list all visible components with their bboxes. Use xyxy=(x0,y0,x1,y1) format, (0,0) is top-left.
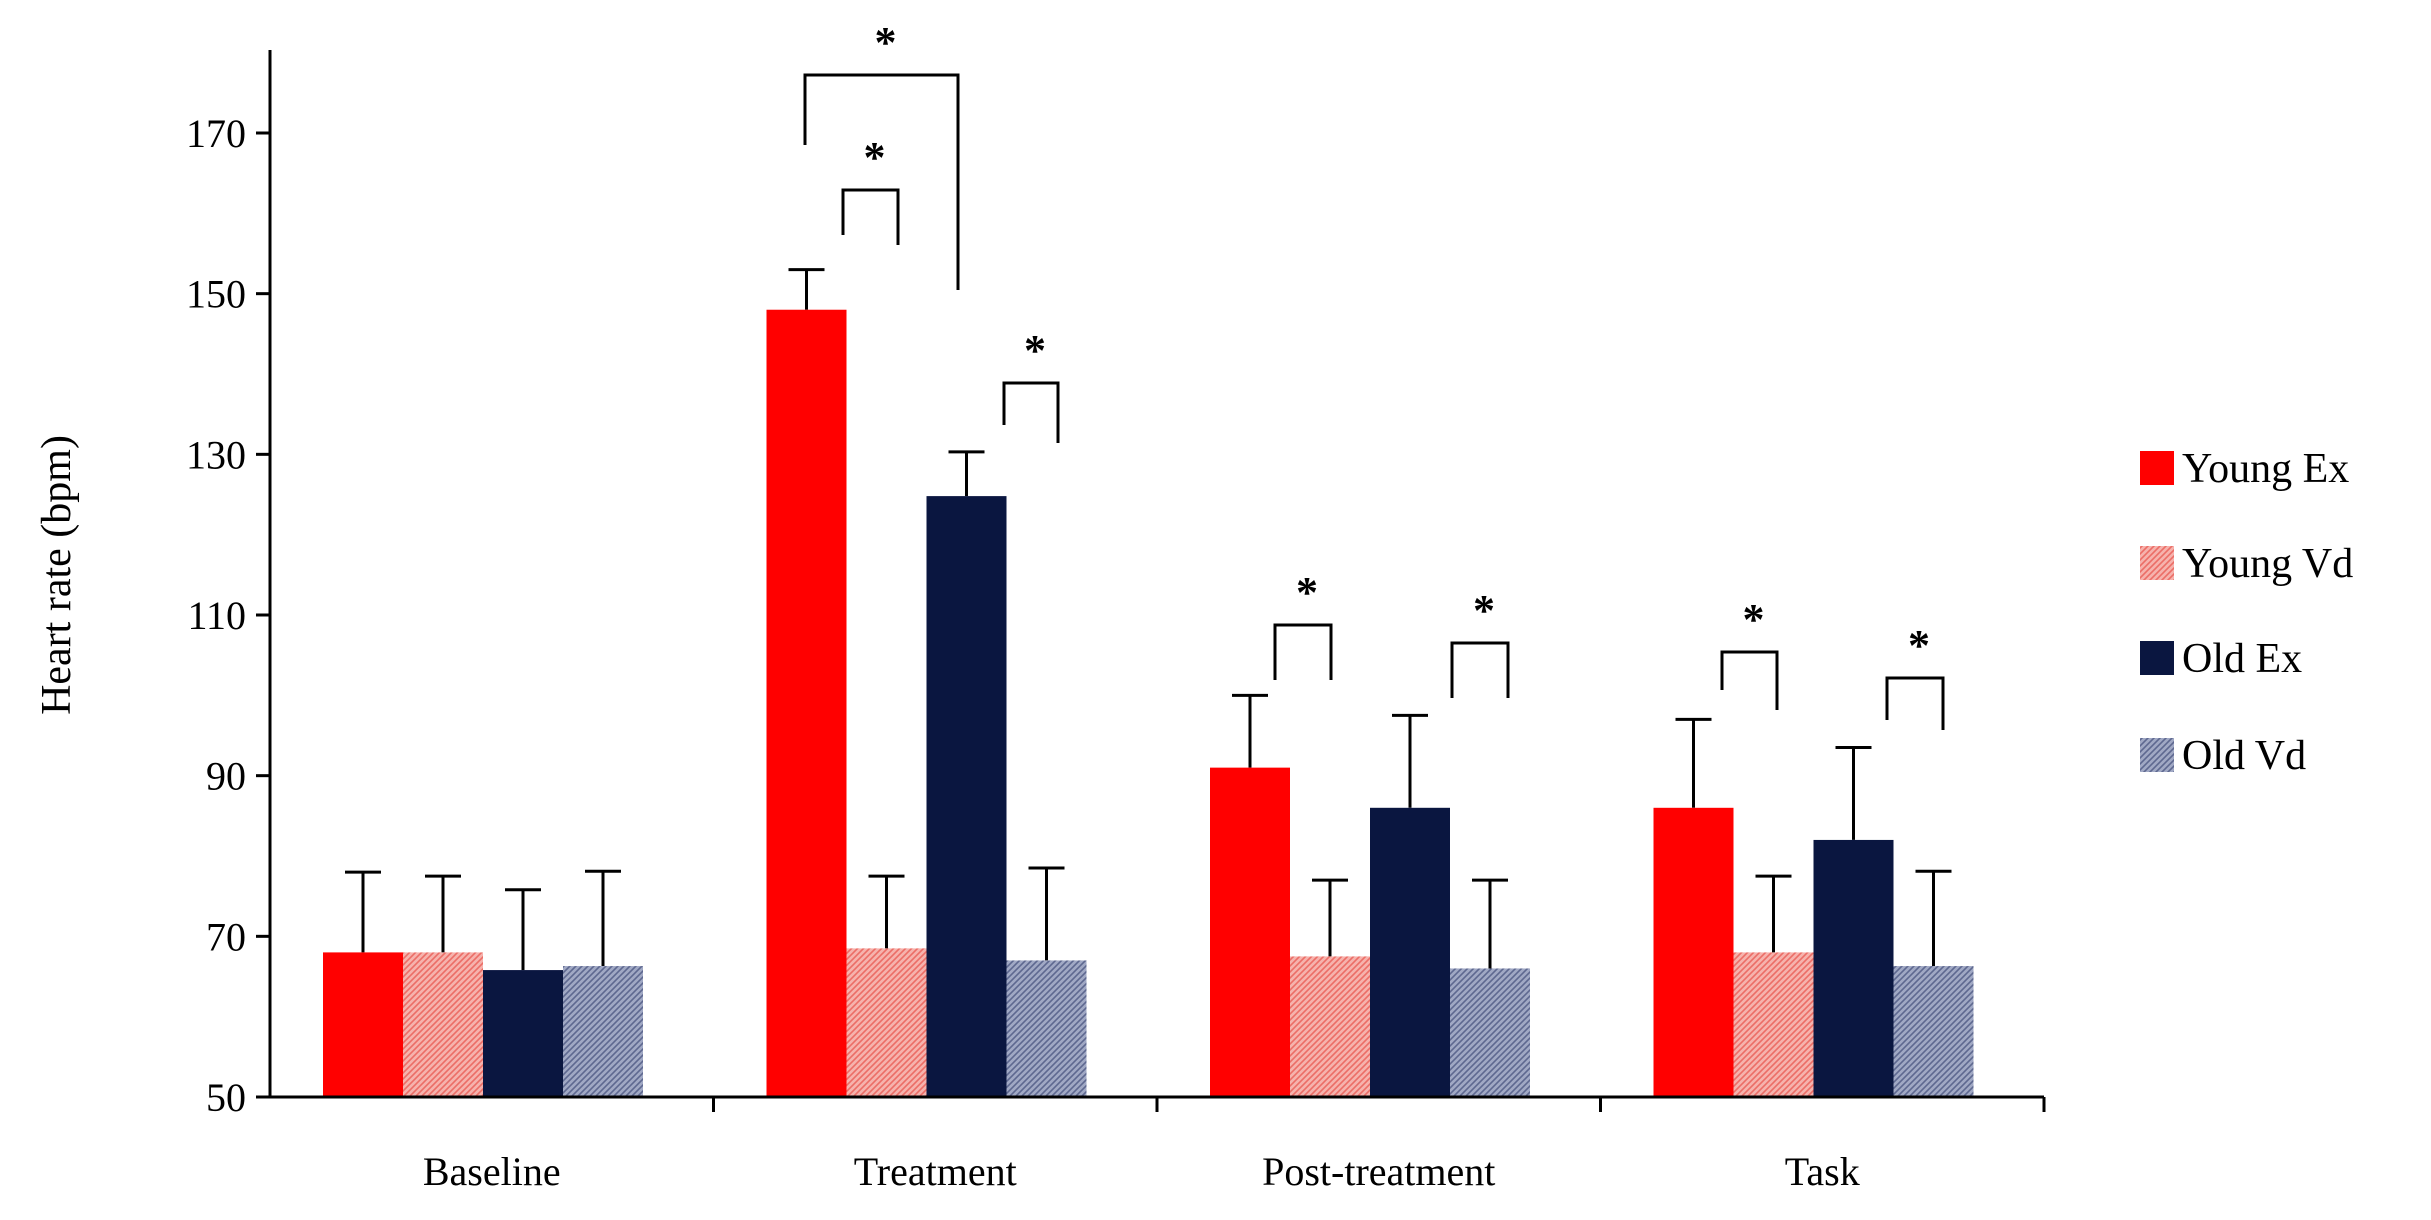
y-tick-label: 150 xyxy=(186,272,246,317)
y-tick-label: 170 xyxy=(186,111,246,156)
significance-bracket xyxy=(841,188,900,245)
legend-swatch-old-ex xyxy=(2140,641,2174,675)
bar-old-ex xyxy=(1370,807,1450,1097)
legend-label-old-ex: Old Ex xyxy=(2182,636,2302,682)
legend-label-young-vd: Young Vd xyxy=(2182,541,2353,587)
legend-label-old-vd: Old Vd xyxy=(2182,733,2306,779)
significance-star: * xyxy=(1743,595,1765,644)
x-category-label: Treatment xyxy=(854,1149,1017,1194)
bar-old-vd xyxy=(563,966,643,1097)
axes xyxy=(268,50,2044,1099)
significance-star: * xyxy=(1024,326,1046,375)
bar-young-vd xyxy=(1733,952,1814,1097)
x-axis-categories: Baseline Treatment Post-treatment Task xyxy=(423,1097,2046,1194)
significance-brackets: * * * * * * * xyxy=(803,18,1945,730)
bar-old-ex xyxy=(483,970,563,1097)
bar-old-ex xyxy=(1813,839,1894,1097)
x-category-label: Task xyxy=(1785,1149,1860,1194)
bar-young-ex xyxy=(323,952,403,1097)
significance-bracket xyxy=(1885,676,1945,730)
bar-old-vd xyxy=(1450,968,1530,1097)
y-axis-ticks: 50 70 90 110 130 150 170 xyxy=(186,111,270,1120)
legend: Young Ex Young Vd Old Ex Old Vd xyxy=(2140,446,2353,779)
error-bars xyxy=(345,268,1952,971)
bar-young-ex xyxy=(1653,807,1734,1097)
bars xyxy=(323,309,1974,1097)
y-tick-label: 110 xyxy=(187,593,246,638)
bar-young-ex xyxy=(766,309,847,1097)
bar-old-vd xyxy=(1006,960,1087,1097)
x-category-label: Baseline xyxy=(423,1149,561,1194)
y-tick-label: 90 xyxy=(206,754,246,799)
legend-label-young-ex: Young Ex xyxy=(2182,446,2349,492)
y-tick-label: 70 xyxy=(206,914,246,959)
legend-swatch-old-vd xyxy=(2140,738,2174,772)
significance-star: * xyxy=(875,18,897,67)
significance-star: * xyxy=(864,133,886,182)
bar-young-vd xyxy=(1290,956,1370,1097)
bar-old-vd xyxy=(1893,966,1974,1097)
significance-star: * xyxy=(1473,586,1495,635)
significance-bracket xyxy=(1720,650,1779,710)
bar-old-ex xyxy=(926,496,1007,1097)
y-axis-title: Heart rate (bpm) xyxy=(34,435,80,715)
y-tick-label: 130 xyxy=(186,432,246,477)
significance-star: * xyxy=(1908,621,1930,670)
bar-young-ex xyxy=(1210,767,1290,1097)
significance-bracket xyxy=(803,73,960,290)
y-tick-label: 50 xyxy=(206,1075,246,1120)
legend-swatch-young-vd xyxy=(2140,546,2174,580)
legend-swatch-young-ex xyxy=(2140,451,2174,485)
significance-bracket xyxy=(1002,381,1060,443)
significance-bracket xyxy=(1450,641,1510,698)
bar-young-vd xyxy=(403,952,483,1097)
bar-young-vd xyxy=(846,948,927,1097)
significance-star: * xyxy=(1296,568,1318,617)
x-category-label: Post-treatment xyxy=(1262,1149,1495,1194)
significance-bracket xyxy=(1273,623,1333,680)
